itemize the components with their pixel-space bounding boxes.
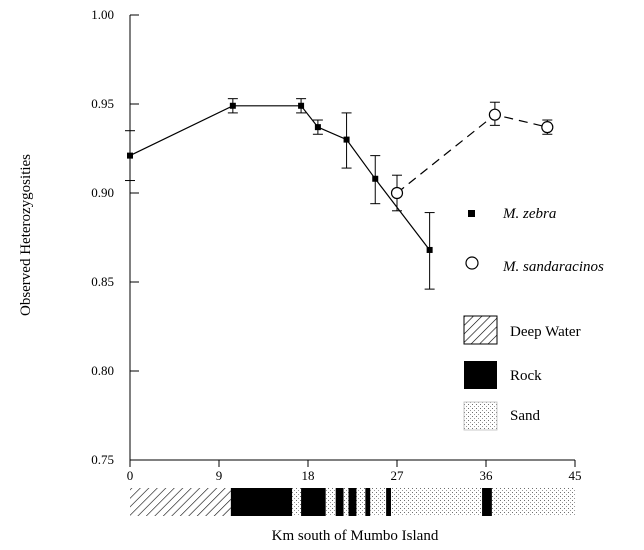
- data-point-m-zebra: [127, 152, 133, 159]
- data-point-m-zebra: [298, 102, 305, 109]
- series-line-m-sandaracinos: [396, 114, 548, 194]
- habitat-segment-rock: [386, 488, 392, 516]
- legend-label-deep-water: Deep Water: [510, 324, 581, 340]
- legend-label-sand: Sand: [510, 408, 541, 424]
- x-tick-label: 9: [216, 468, 223, 483]
- y-tick-label: 0.85: [91, 274, 114, 289]
- y-tick-label: 1.00: [91, 7, 114, 22]
- series-layer: [125, 98, 554, 290]
- axes: 0.75 0.80 0.85 0.90 0.95 1.00 0 9 18 27 36 45: [91, 7, 581, 483]
- legend: M. zebra M. sandaracinos Deep Water Rock…: [463, 206, 604, 431]
- y-tick-label: 0.90: [91, 185, 114, 200]
- habitat-segment-sand: [491, 488, 575, 516]
- series-line-m-zebra: [129, 105, 431, 251]
- legend-swatch-rock: [464, 361, 497, 389]
- legend-marker-m-zebra: [468, 210, 475, 217]
- x-tick-label: 0: [127, 468, 134, 483]
- data-point-m-sandaracinos: [488, 108, 501, 121]
- legend-label-m-sandaracinos: M. sandaracinos: [502, 259, 604, 275]
- habitat-segment-rock: [482, 488, 492, 516]
- x-tick-label: 45: [569, 468, 582, 483]
- habitat-segment-rock: [348, 488, 357, 516]
- y-tick-label: 0.95: [91, 96, 114, 111]
- y-axis-title: Observed Heterozygosities: [18, 154, 34, 316]
- x-tick-label: 36: [480, 468, 494, 483]
- habitat-segment-sand: [325, 488, 336, 516]
- legend-swatch-deep-water: [463, 315, 498, 345]
- habitat-segment-rock: [335, 488, 344, 516]
- habitat-segment-sand: [356, 488, 366, 516]
- data-point-m-sandaracinos: [541, 121, 554, 134]
- habitat-segment-rock: [230, 488, 293, 516]
- habitat-segment-deep-water: [130, 488, 231, 516]
- legend-swatch-sand: [463, 401, 498, 431]
- habitat-segment-rock: [301, 488, 326, 516]
- y-tick-label: 0.75: [91, 452, 114, 467]
- x-axis-title: Km south of Mumbo Island: [272, 528, 439, 544]
- data-point-m-zebra: [426, 246, 433, 253]
- x-tick-label: 27: [391, 468, 405, 483]
- habitat-segment-sand: [343, 488, 349, 516]
- habitat-segment-sand: [292, 488, 302, 516]
- habitat-bar: [130, 488, 575, 516]
- legend-label-m-zebra: M. zebra: [502, 206, 556, 222]
- y-tick-label: 0.80: [91, 363, 114, 378]
- data-point-m-zebra: [314, 124, 321, 131]
- data-point-m-zebra: [343, 136, 350, 143]
- habitat-segment-rock: [365, 488, 371, 516]
- legend-marker-m-sandaracinos: [465, 256, 479, 270]
- data-point-m-zebra: [229, 102, 236, 109]
- data-point-m-zebra: [372, 175, 379, 182]
- habitat-segment-sand: [370, 488, 387, 516]
- data-point-m-sandaracinos: [390, 186, 404, 200]
- x-tick-label: 18: [302, 468, 315, 483]
- legend-label-rock: Rock: [510, 368, 542, 384]
- habitat-segment-sand: [391, 488, 483, 516]
